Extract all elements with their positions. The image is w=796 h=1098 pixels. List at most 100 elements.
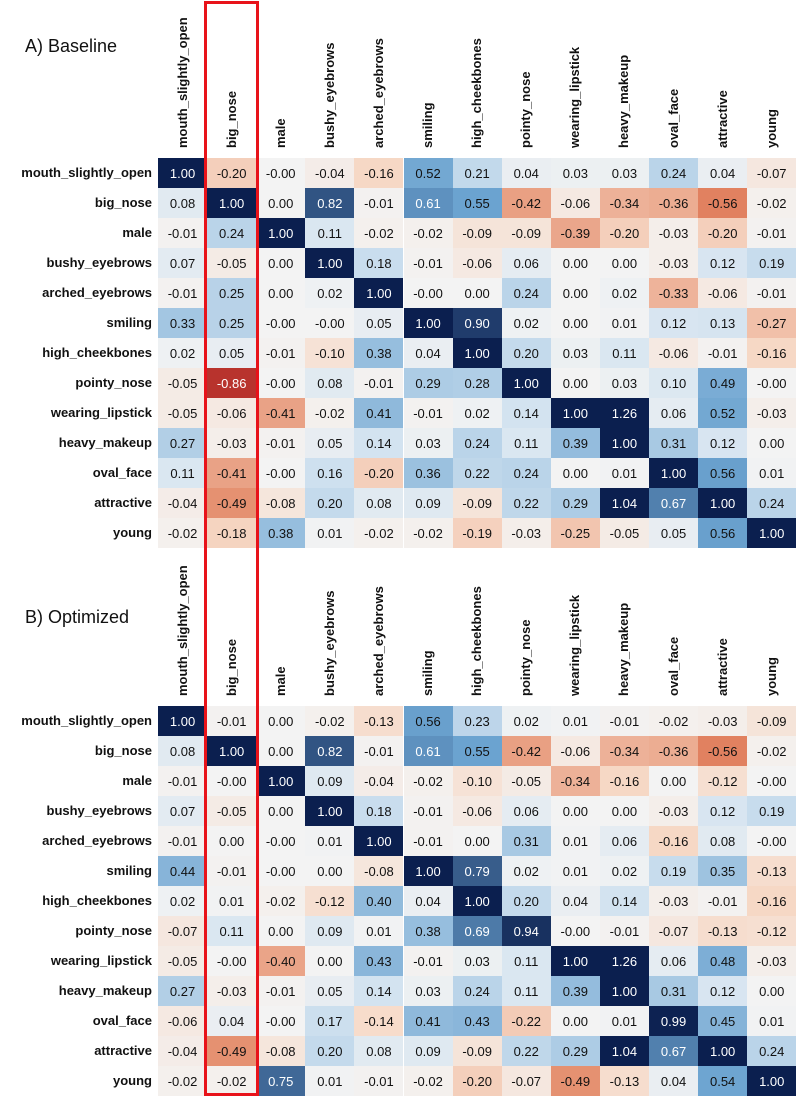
heatmap-cell: 0.14 [354, 428, 404, 458]
heatmap-cell: 1.00 [550, 946, 600, 976]
heatmap-cell: 0.08 [305, 368, 355, 398]
heatmap-cell: 0.01 [747, 1006, 796, 1036]
heatmap-cell: 1.00 [158, 706, 208, 736]
heatmap-cell: 0.24 [747, 488, 796, 518]
heatmap-cell: 0.02 [501, 856, 551, 886]
heatmap-cell: -0.10 [452, 766, 502, 796]
heatmap-cell: -0.03 [747, 398, 796, 428]
heatmap-cell: -0.42 [501, 188, 551, 218]
heatmap-cell: 1.00 [305, 796, 355, 826]
heatmap-cell: -0.02 [354, 218, 404, 248]
heatmap-cell: 0.41 [354, 398, 404, 428]
heatmap-cell: 0.99 [649, 1006, 699, 1036]
column-header: high_cheekbones [469, 586, 485, 696]
heatmap-cell: -0.09 [747, 706, 796, 736]
heatmap-cell: 0.49 [698, 368, 748, 398]
heatmap-cell: 0.00 [305, 856, 355, 886]
heatmap-cell: 0.00 [550, 458, 600, 488]
heatmap-cell: 0.08 [158, 736, 208, 766]
heatmap-cell: 0.31 [649, 428, 699, 458]
heatmap-cell: -0.00 [256, 368, 306, 398]
heatmap-cell: -0.16 [649, 826, 699, 856]
heatmap-cell: -0.03 [649, 218, 699, 248]
column-header: attractive [714, 638, 730, 696]
heatmap-cell: 0.18 [354, 796, 404, 826]
heatmap-cell: -0.02 [207, 1066, 257, 1096]
heatmap-cell: -0.36 [649, 736, 699, 766]
heatmap-cell: 0.03 [403, 976, 453, 1006]
heatmap-cell: -0.04 [305, 158, 355, 188]
heatmap-cell: 0.00 [256, 706, 306, 736]
heatmap-cell: -0.06 [550, 188, 600, 218]
column-header: pointy_nose [518, 619, 534, 696]
heatmap-cell: 0.05 [649, 518, 699, 548]
heatmap-cell: 0.03 [550, 338, 600, 368]
heatmap-cell: 0.67 [649, 488, 699, 518]
heatmap-cell: 0.01 [599, 458, 649, 488]
heatmap-cell: 0.79 [452, 856, 502, 886]
heatmap-cell: -0.01 [599, 916, 649, 946]
heatmap-cell: -0.01 [256, 338, 306, 368]
heatmap-cell: 0.90 [452, 308, 502, 338]
heatmap-cell: -0.20 [599, 218, 649, 248]
heatmap-cell: 1.00 [550, 398, 600, 428]
heatmap-cell: -0.40 [256, 946, 306, 976]
heatmap-cell: 0.00 [550, 248, 600, 278]
row-header: mouth_slightly_open [21, 165, 152, 180]
heatmap-cell: 1.00 [501, 368, 551, 398]
heatmap-cell: -0.01 [256, 976, 306, 1006]
row-header: wearing_lipstick [50, 405, 152, 420]
heatmap-cell: 0.55 [452, 736, 502, 766]
heatmap-cell: 0.24 [649, 158, 699, 188]
heatmap-cell: 1.26 [599, 398, 649, 428]
heatmap-cell: 0.14 [501, 398, 551, 428]
row-header: high_cheekbones [42, 345, 152, 360]
row-header: young [113, 1073, 152, 1088]
heatmap-cell: -0.00 [256, 1006, 306, 1036]
row-header: heavy_makeup [58, 983, 152, 998]
heatmap-cell: 1.00 [158, 158, 208, 188]
row-header: smiling [106, 315, 152, 330]
heatmap-cell: -0.08 [354, 856, 404, 886]
heatmap-cell: -0.02 [305, 398, 355, 428]
heatmap-cell: -0.01 [747, 218, 796, 248]
heatmap-cell: -0.06 [698, 278, 748, 308]
heatmap-cell: 0.27 [158, 428, 208, 458]
heatmap-cell: -0.02 [403, 218, 453, 248]
heatmap-cell: 0.12 [649, 308, 699, 338]
heatmap-cell: 0.43 [354, 946, 404, 976]
heatmap-cell: 0.00 [550, 368, 600, 398]
row-header: pointy_nose [75, 375, 152, 390]
heatmap-cell: 0.11 [599, 338, 649, 368]
heatmap-cell: 0.02 [599, 278, 649, 308]
heatmap-cell: -0.13 [698, 916, 748, 946]
heatmap-cell: -0.01 [403, 946, 453, 976]
heatmap-cell: -0.06 [207, 398, 257, 428]
heatmap-cell: 0.75 [256, 1066, 306, 1096]
heatmap-cell: -0.03 [698, 706, 748, 736]
heatmap-cell: -0.00 [550, 916, 600, 946]
heatmap-cell: 0.12 [698, 248, 748, 278]
heatmap-cell: 0.01 [207, 886, 257, 916]
heatmap-cell: -0.00 [747, 368, 796, 398]
heatmap-cell: 0.40 [354, 886, 404, 916]
heatmap-cell: 0.17 [305, 1006, 355, 1036]
heatmap-cell: 0.03 [599, 368, 649, 398]
heatmap-cell: -0.13 [354, 706, 404, 736]
heatmap-cell: -0.01 [599, 706, 649, 736]
heatmap-cell: -0.03 [649, 248, 699, 278]
heatmap-cell: -0.01 [158, 278, 208, 308]
heatmap-cell: 1.00 [599, 428, 649, 458]
column-header: big_nose [223, 90, 239, 148]
heatmap-cell: -0.04 [354, 766, 404, 796]
heatmap-cell: 0.00 [550, 1006, 600, 1036]
heatmap-cell: 0.00 [550, 308, 600, 338]
heatmap-cell: -0.00 [256, 856, 306, 886]
heatmap-cell: 0.00 [256, 736, 306, 766]
heatmap-cell: -0.33 [649, 278, 699, 308]
heatmap-cell: 0.09 [305, 766, 355, 796]
heatmap-cell: 0.24 [747, 1036, 796, 1066]
heatmap-cell: 0.05 [207, 338, 257, 368]
heatmap-cell: 0.04 [403, 338, 453, 368]
heatmap-cell: 0.11 [207, 916, 257, 946]
